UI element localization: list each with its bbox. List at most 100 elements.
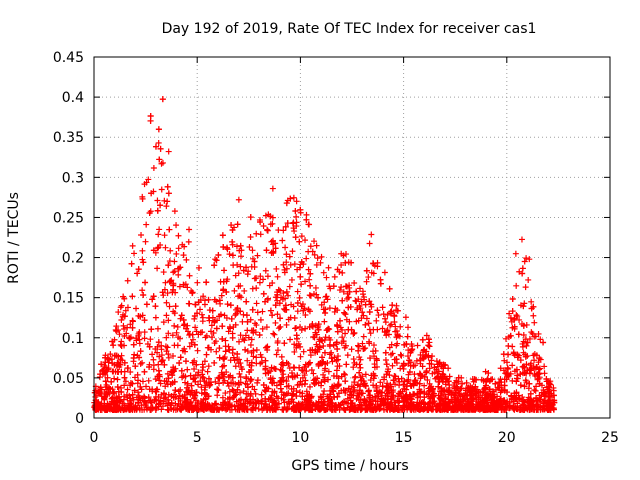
y-axis-label: ROTI / TECUs <box>6 192 22 284</box>
data-point <box>280 362 287 369</box>
data-point <box>379 389 386 396</box>
data-point <box>338 284 345 291</box>
data-point <box>211 262 218 269</box>
data-point <box>318 253 325 260</box>
data-point <box>205 314 212 321</box>
data-point <box>300 307 307 314</box>
data-point <box>268 364 275 371</box>
data-point <box>226 251 233 258</box>
data-point <box>539 406 546 413</box>
data-point <box>248 263 255 270</box>
data-point <box>392 373 399 380</box>
data-point <box>377 276 384 283</box>
data-point <box>152 303 159 310</box>
data-point <box>165 400 172 407</box>
data-point <box>413 404 420 411</box>
data-point <box>521 300 528 307</box>
data-point <box>171 208 178 215</box>
data-point <box>295 400 302 407</box>
data-point <box>250 353 257 360</box>
y-tick-label: 0.25 <box>53 210 84 226</box>
data-point <box>223 288 230 295</box>
data-point <box>278 361 285 368</box>
data-point <box>310 370 317 377</box>
data-point <box>483 404 490 411</box>
data-point <box>122 378 129 385</box>
data-point <box>230 354 237 361</box>
data-point <box>514 400 521 407</box>
x-tick-labels: 0 5 10 15 20 25 <box>90 430 619 446</box>
data-point <box>143 221 150 228</box>
data-point <box>165 375 172 382</box>
data-point <box>483 378 490 385</box>
data-point <box>370 260 377 267</box>
data-point <box>509 343 516 350</box>
data-point <box>536 380 543 387</box>
data-point <box>197 378 204 385</box>
data-point <box>116 361 123 368</box>
data-point <box>202 395 209 402</box>
data-point <box>140 291 147 298</box>
data-point <box>301 381 308 388</box>
data-point <box>507 332 514 339</box>
data-point <box>294 299 301 306</box>
data-point <box>176 283 183 290</box>
data-point <box>321 299 328 306</box>
data-point <box>112 402 119 409</box>
data-point <box>272 245 279 252</box>
data-point <box>127 321 134 328</box>
data-point <box>177 315 184 322</box>
data-point <box>141 368 148 375</box>
data-point <box>218 369 225 376</box>
data-point <box>296 238 303 245</box>
data-point <box>366 309 373 316</box>
data-point <box>121 393 128 400</box>
data-point <box>392 399 399 406</box>
data-point <box>291 373 298 380</box>
data-point <box>385 331 392 338</box>
data-point <box>137 383 144 390</box>
data-point <box>150 366 157 373</box>
data-point <box>533 406 540 413</box>
data-point <box>267 221 274 228</box>
data-point <box>146 364 153 371</box>
data-point <box>238 253 245 260</box>
data-point <box>380 406 387 413</box>
data-point <box>292 234 299 241</box>
data-point <box>297 378 304 385</box>
data-point <box>173 250 180 257</box>
data-point <box>520 331 527 338</box>
data-point <box>254 379 261 386</box>
data-point <box>464 403 471 410</box>
data-point <box>120 322 127 329</box>
data-point <box>195 406 202 413</box>
data-point <box>321 376 328 383</box>
data-point <box>311 238 318 245</box>
data-point <box>547 405 554 412</box>
data-point <box>297 273 304 280</box>
data-point <box>523 405 530 412</box>
data-point <box>97 371 104 378</box>
data-point <box>404 353 411 360</box>
data-point <box>207 381 214 388</box>
data-point <box>436 388 443 395</box>
data-point <box>237 360 244 367</box>
data-point <box>157 397 164 404</box>
data-point <box>305 306 312 313</box>
data-point <box>401 385 408 392</box>
data-point <box>137 360 144 367</box>
data-point <box>512 250 519 257</box>
y-tick-label: 0.05 <box>53 371 84 387</box>
data-point <box>270 248 277 255</box>
data-point <box>168 393 175 400</box>
data-point <box>330 388 337 395</box>
data-point <box>156 377 163 384</box>
data-point <box>274 347 281 354</box>
data-point <box>387 322 394 329</box>
data-point <box>158 352 165 359</box>
data-point <box>211 359 218 366</box>
data-point <box>141 329 148 336</box>
data-point <box>317 259 324 266</box>
data-point <box>351 279 358 286</box>
data-point <box>121 325 128 332</box>
